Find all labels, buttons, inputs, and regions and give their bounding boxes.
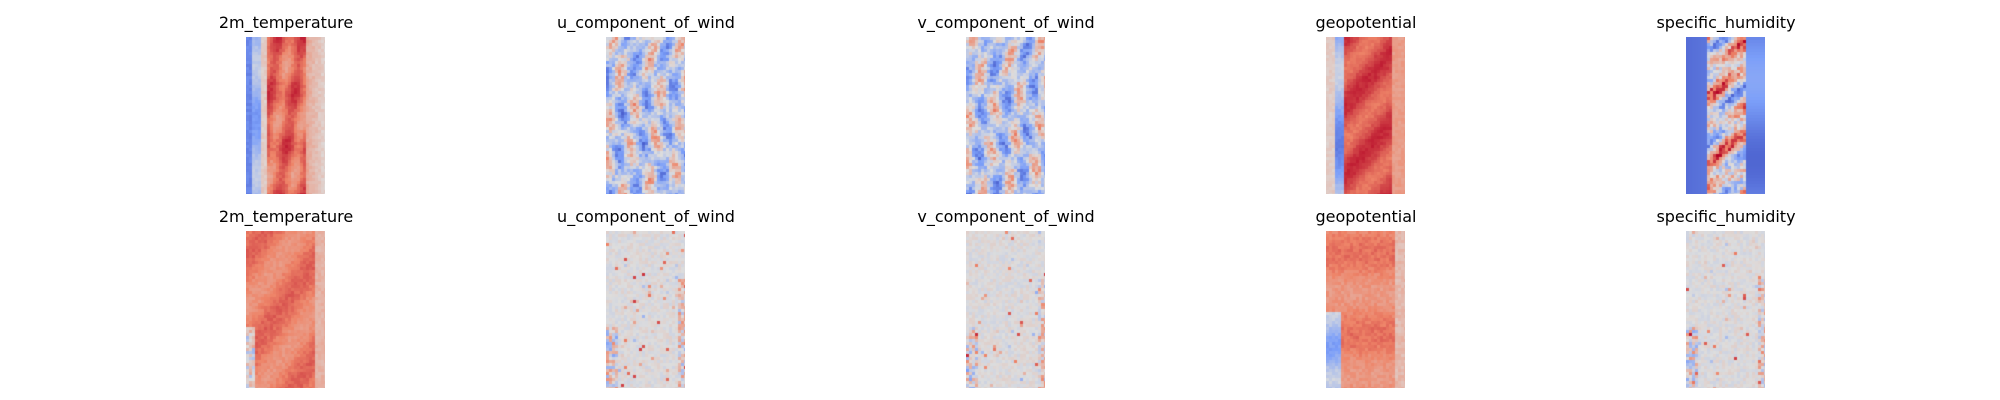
heatmap-panel [1686, 231, 1765, 388]
heatmap-canvas [1326, 231, 1405, 388]
panel-title: 2m_temperature [218, 13, 354, 32]
panel-title: specific_humidity [1656, 207, 1796, 226]
heatmap-canvas [246, 37, 325, 194]
heatmap-canvas [1686, 37, 1765, 194]
heatmap-canvas [606, 231, 685, 388]
heatmap-canvas [966, 37, 1045, 194]
panel-title: v_component_of_wind [917, 13, 1095, 32]
panel-title: geopotential [1315, 13, 1417, 32]
heatmap-panel [606, 231, 685, 388]
heatmap-canvas [1686, 231, 1765, 388]
heatmap-panel [1686, 37, 1765, 194]
heatmap-panel [966, 231, 1045, 388]
panel-title: specific_humidity [1656, 13, 1796, 32]
heatmap-panel [1326, 231, 1405, 388]
panel-title: u_component_of_wind [557, 207, 735, 226]
panel-title: v_component_of_wind [917, 207, 1095, 226]
heatmap-panel [1326, 37, 1405, 194]
heatmap-panel [966, 37, 1045, 194]
heatmap-canvas [966, 231, 1045, 388]
panel-title: u_component_of_wind [557, 13, 735, 32]
heatmap-panel [606, 37, 685, 194]
heatmap-canvas [246, 231, 325, 388]
heatmap-panel [246, 37, 325, 194]
heatmap-canvas [606, 37, 685, 194]
panel-title: geopotential [1315, 207, 1417, 226]
panel-title: 2m_temperature [218, 207, 354, 226]
heatmap-panel [246, 231, 325, 388]
heatmap-canvas [1326, 37, 1405, 194]
